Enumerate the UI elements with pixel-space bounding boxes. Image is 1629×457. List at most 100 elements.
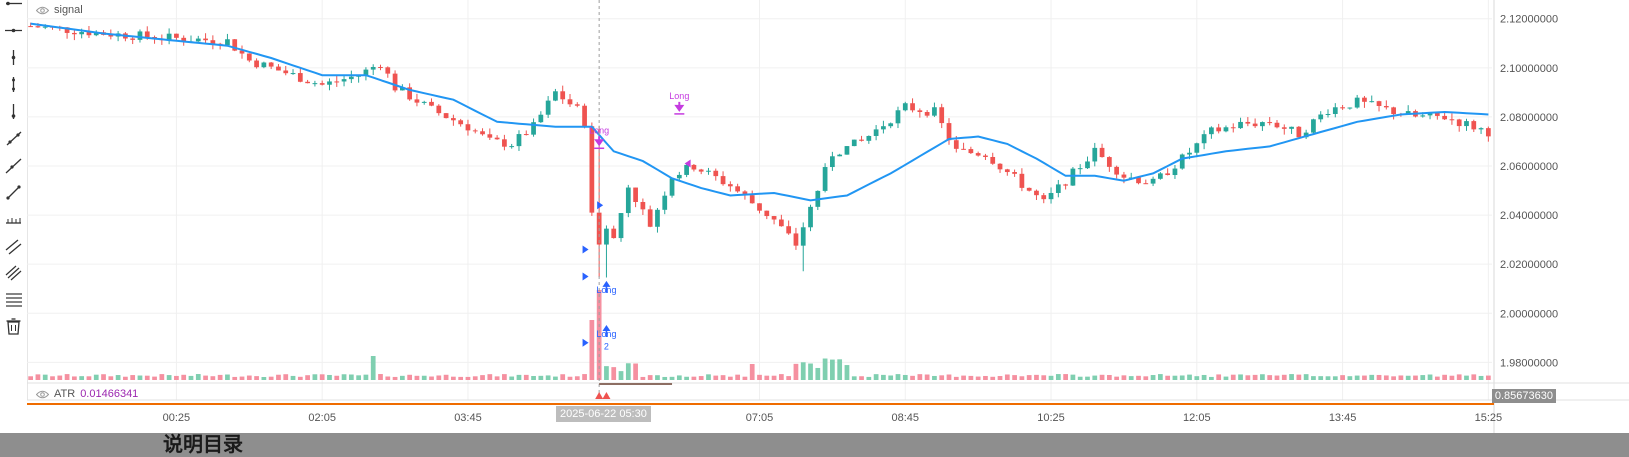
volume-bar [553, 376, 558, 380]
candle-body [1354, 97, 1360, 108]
candle-body [1376, 101, 1382, 106]
candle-body [1143, 183, 1149, 185]
volume-bar [356, 375, 361, 380]
volume-bar [1238, 374, 1243, 380]
visibility-eye-icon[interactable] [36, 6, 49, 15]
horizontal-ray-icon[interactable] [3, 0, 24, 14]
extended-line-icon[interactable] [3, 155, 24, 176]
candle-body [888, 123, 894, 127]
volume-bar [647, 375, 653, 380]
segment-icon[interactable] [3, 182, 24, 203]
atr-alert-triangle-icon [602, 392, 611, 399]
position-marker-icon [582, 245, 589, 254]
vertical-segment-icon[interactable] [3, 74, 24, 95]
volume-bar [1121, 375, 1127, 380]
candle-body [757, 203, 762, 211]
volume-bar [757, 374, 762, 380]
candle-body [589, 126, 595, 213]
volume-bar [115, 375, 121, 380]
candle-body [436, 105, 442, 114]
volume-bar [939, 375, 945, 380]
candle-body [676, 174, 682, 179]
volume-bar [166, 375, 172, 380]
price-tick-label: 1.98000000 [1500, 357, 1558, 369]
candle-body [1362, 97, 1367, 102]
candle-body [1150, 178, 1156, 184]
volume-bar [531, 375, 536, 380]
trend-line-icon[interactable] [3, 128, 24, 149]
candle-body [786, 226, 792, 234]
volume-bar [771, 375, 777, 380]
candle-body [1391, 107, 1396, 115]
volume-bar [334, 375, 340, 380]
volume-bar [465, 376, 471, 380]
candle-body [283, 70, 289, 74]
candle-body [1478, 128, 1484, 130]
vertical-ray-icon[interactable] [3, 101, 24, 122]
candle-body [1077, 168, 1083, 170]
candle-body [210, 40, 216, 44]
candle-body [144, 31, 150, 38]
candle-body [1456, 119, 1462, 127]
volume-bar [297, 376, 303, 380]
volume-bar [1114, 376, 1120, 380]
candle-body [480, 131, 485, 135]
position-marker-icon [597, 201, 604, 210]
fib-retracement-icon[interactable] [3, 289, 24, 310]
candle-body [800, 227, 806, 246]
volume-bar [727, 376, 733, 380]
volume-bar [188, 375, 194, 380]
candle-body [1420, 115, 1426, 117]
atr-legend[interactable]: ATR 0.01466341 [36, 388, 138, 400]
volume-bar [210, 376, 216, 380]
price-tick-label: 2.00000000 [1500, 308, 1558, 320]
volume-bar [414, 375, 420, 380]
position-marker-icon [582, 338, 589, 347]
candle-body [910, 103, 915, 111]
volume-bar [1223, 376, 1229, 380]
candle-body [946, 123, 952, 141]
volume-bar [290, 375, 296, 380]
volume-bar [502, 374, 507, 380]
horizontal-line-icon[interactable] [3, 20, 24, 41]
drawing-toolbar [0, 0, 28, 400]
volume-bar [545, 375, 551, 380]
candle-body [1260, 122, 1265, 127]
candle-body [494, 137, 500, 140]
entry-arrow-icon [602, 280, 611, 293]
volume-bar [130, 375, 136, 380]
price-tick-label: 2.12000000 [1500, 14, 1558, 26]
volume-bar [567, 376, 573, 380]
volume-bar [1216, 374, 1222, 380]
visibility-eye-icon[interactable] [36, 390, 49, 399]
price-range-icon[interactable] [3, 209, 24, 230]
price-tick-label: 2.04000000 [1500, 210, 1558, 222]
parallel-channel-icon[interactable] [3, 236, 24, 257]
signal-legend[interactable]: signal [36, 4, 83, 16]
volume-bar [1070, 374, 1076, 380]
time-tick-label: 10:25 [1037, 412, 1065, 424]
candle-body [1238, 121, 1243, 129]
candle-body [451, 118, 456, 121]
volume-bar [968, 375, 974, 380]
trash-icon[interactable] [3, 316, 24, 337]
candle-body [1332, 107, 1338, 114]
vertical-line-icon[interactable] [3, 47, 24, 68]
candle-body [975, 153, 981, 156]
volume-bar [895, 374, 901, 380]
volume-bar [735, 374, 741, 380]
price-chart[interactable]: 2.12000000 2.10000000 2.08000000 2.06000000… [27, 0, 1629, 457]
candle-body [1041, 195, 1047, 200]
candle-body [1114, 166, 1120, 175]
time-tick-label: 13:45 [1329, 412, 1357, 424]
time-tick-label: 15:25 [1475, 412, 1503, 424]
volume-bar [1318, 376, 1324, 380]
pitchfork-icon[interactable] [3, 262, 24, 283]
candle-body [443, 113, 449, 119]
candle-body [640, 201, 646, 210]
volume-bar [830, 359, 835, 380]
candle-body [458, 120, 464, 125]
candle-body [392, 73, 398, 91]
volume-bar [953, 376, 959, 380]
volume-bar [1376, 374, 1382, 380]
